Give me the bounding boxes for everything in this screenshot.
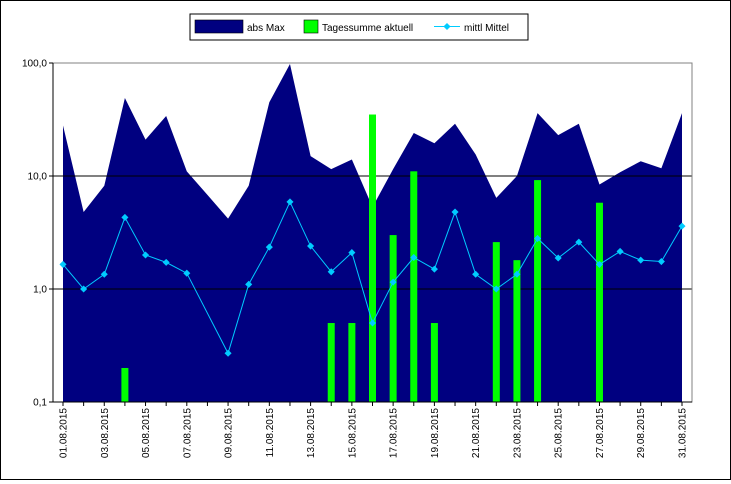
point-mittl-mittel-23.08.2015 [513,270,521,278]
x-tick-label-21.08.2015: 21.08.2015 [471,408,482,458]
y-tick-label-2: 10,0 [28,172,48,183]
legend: abs Max Tagessumme aktuell mittl Mittel [189,13,529,41]
legend-marker-mittl-mittel [443,22,451,31]
x-tick-label-11.08.2015: 11.08.2015 [265,408,276,458]
x-tick-label-25.08.2015: 25.08.2015 [554,408,565,458]
point-mittl-mittel-31.08.2015 [678,222,686,230]
x-tick-label-27.08.2015: 27.08.2015 [595,408,606,458]
x-tick-label-05.08.2015: 05.08.2015 [141,408,152,458]
point-mittl-mittel-04.08.2015 [121,213,129,221]
x-tick-label-03.08.2015: 03.08.2015 [100,408,111,458]
line-mittl-mittel [62,200,683,355]
bar-04.08.2015 [121,367,129,402]
x-tick-label-19.08.2015: 19.08.2015 [430,408,441,458]
point-mittl-mittel-15.08.2015 [348,249,356,257]
bar-15.08.2015 [348,323,356,402]
x-tick-label-17.08.2015: 17.08.2015 [389,408,400,458]
x-tick-label-15.08.2015: 15.08.2015 [347,408,358,458]
bar-24.08.2015 [534,180,542,402]
point-mittl-mittel-19.08.2015 [430,265,438,273]
point-mittl-mittel-26.08.2015 [575,238,583,246]
y-tick-label-3: 100,0 [22,59,47,70]
legend-box [189,13,529,41]
point-mittl-mittel-20.08.2015 [451,208,459,216]
legend-label-mittl-mittel: mittl Mittel [464,23,509,34]
point-mittl-mittel-11.08.2015 [265,243,273,251]
x-tick-label-13.08.2015: 13.08.2015 [306,408,317,458]
x-tick-label-29.08.2015: 29.08.2015 [636,408,647,458]
point-mittl-mittel-07.08.2015 [183,269,191,277]
bar-27.08.2015 [595,202,603,402]
bar-19.08.2015 [430,323,438,402]
point-mittl-mittel-21.08.2015 [472,270,480,278]
legend-label-tagessumme: Tagessumme aktuell [322,23,413,34]
point-mittl-mittel-13.08.2015 [307,242,315,250]
point-mittl-mittel-09.08.2015 [224,349,232,357]
point-mittl-mittel-17.08.2015 [389,278,397,286]
bar-16.08.2015 [369,114,376,403]
point-mittl-mittel-12.08.2015 [286,198,294,206]
legend-swatch-tagessumme [303,19,319,34]
point-mittl-mittel-30.08.2015 [657,258,665,266]
point-mittl-mittel-24.08.2015 [534,234,542,243]
plot-area: 0,1 1,0 10,0 100,0 01.08.2015 03.08.2015 05.08… [22,59,693,458]
bar-18.08.2015 [410,171,418,402]
bar-14.08.2015 [327,323,335,402]
point-mittl-mittel-02.08.2015 [80,285,88,293]
point-mittl-mittel-27.08.2015 [595,260,604,268]
x-tick-label-09.08.2015: 09.08.2015 [224,408,235,458]
point-mittl-mittel-16.08.2015 [368,319,377,327]
point-mittl-mittel-14.08.2015 [327,268,335,276]
bar-23.08.2015 [513,260,521,402]
legend-swatch-abs-max [194,19,244,34]
bar-22.08.2015 [492,242,500,402]
x-tick-label-31.08.2015: 31.08.2015 [678,408,689,458]
point-mittl-mittel-10.08.2015 [245,280,253,288]
point-mittl-mittel-06.08.2015 [162,258,170,266]
point-mittl-mittel-28.08.2015 [616,247,624,255]
bar-17.08.2015 [389,235,397,402]
point-mittl-mittel-25.08.2015 [554,254,562,262]
point-mittl-mittel-01.08.2015 [59,260,67,268]
point-mittl-mittel-03.08.2015 [100,270,108,278]
point-mittl-mittel-29.08.2015 [637,256,645,264]
y-tick-label-0: 0,1 [33,398,47,409]
x-tick-label-01.08.2015: 01.08.2015 [59,408,70,458]
point-mittl-mittel-22.08.2015 [492,285,500,293]
legend-label-abs-max: abs Max [247,23,285,34]
x-tick-label-23.08.2015: 23.08.2015 [512,408,523,458]
x-tick-label-07.08.2015: 07.08.2015 [182,408,193,458]
y-tick-label-1: 1,0 [33,285,47,296]
point-mittl-mittel-18.08.2015 [410,253,418,262]
